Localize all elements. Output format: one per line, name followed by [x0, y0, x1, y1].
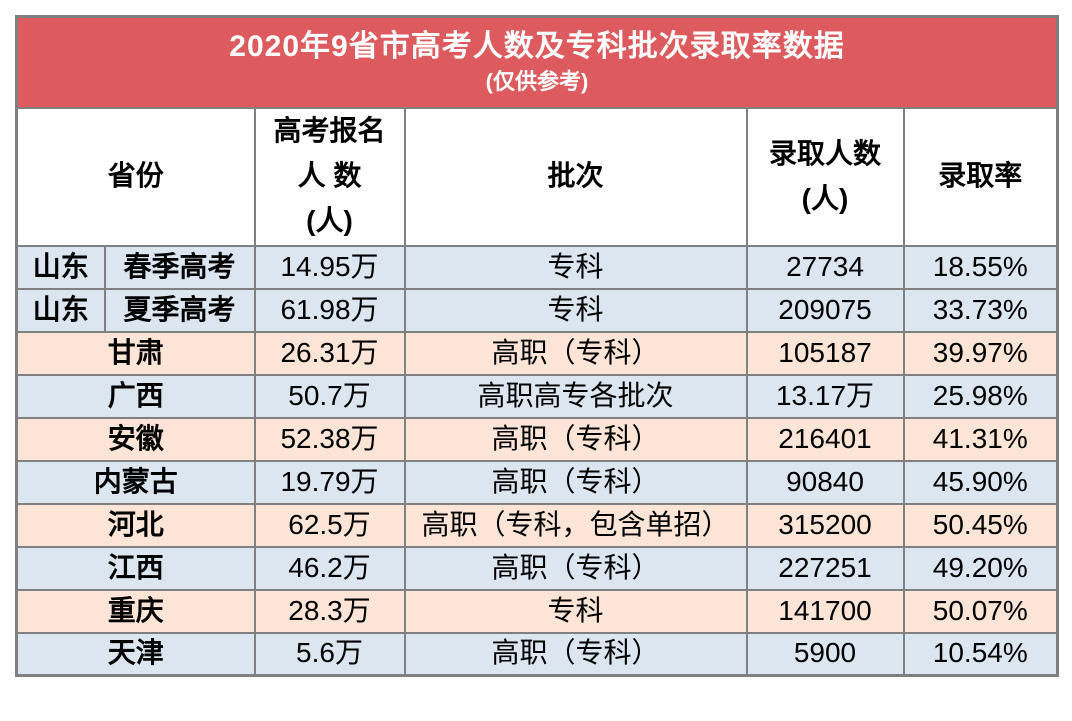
cell-admission-rate: 50.07%: [902, 588, 1059, 634]
cell-admitted-count: 27734: [745, 244, 905, 290]
cell-admitted-count: 209075: [745, 287, 905, 333]
table-row: 广西 50.7万 高职高专各批次 13.17万 25.98%: [15, 373, 1059, 419]
page-title: 2020年9省市高考人数及专科批次录取率数据: [229, 30, 845, 64]
cell-batch: 专科: [403, 244, 748, 290]
page-content: 2020年9省市高考人数及专科批次录取率数据 (仅供参考) 省份 高考报名 人 …: [15, 15, 1059, 677]
cell-registered-count: 28.3万: [253, 588, 406, 634]
cell-province: 广西: [15, 373, 256, 419]
cell-admitted-count: 227251: [745, 545, 905, 591]
cell-admission-rate: 33.73%: [902, 287, 1059, 333]
cell-province: 重庆: [15, 588, 256, 634]
cell-admission-rate: 10.54%: [902, 631, 1059, 677]
table-header-row: 省份 高考报名 人 数 (人) 批次 录取人数 (人) 录取率: [15, 106, 1059, 247]
cell-admission-rate: 25.98%: [902, 373, 1059, 419]
cell-province-sub: 夏季高考: [103, 287, 256, 333]
cell-admitted-count: 216401: [745, 416, 905, 462]
table-row: 山东 夏季高考 61.98万 专科 209075 33.73%: [15, 287, 1059, 333]
cell-province: 内蒙古: [15, 459, 256, 505]
cell-registered-count: 61.98万: [253, 287, 406, 333]
cell-batch: 高职（专科）: [403, 459, 748, 505]
cell-registered-count: 5.6万: [253, 631, 406, 677]
cell-admitted-count: 5900: [745, 631, 905, 677]
cell-admitted-count: 105187: [745, 330, 905, 376]
cell-province: 山东: [15, 287, 106, 333]
cell-province: 甘肃: [15, 330, 256, 376]
gaokao-admission-table: 2020年9省市高考人数及专科批次录取率数据 (仅供参考) 省份 高考报名 人 …: [15, 15, 1059, 677]
cell-admitted-count: 141700: [745, 588, 905, 634]
cell-registered-count: 14.95万: [253, 244, 406, 290]
cell-province: 安徽: [15, 416, 256, 462]
cell-province: 天津: [15, 631, 256, 677]
column-header-admitted: 录取人数 (人): [745, 106, 905, 247]
cell-admitted-count: 90840: [745, 459, 905, 505]
table-row: 重庆 28.3万 专科 141700 50.07%: [15, 588, 1059, 634]
cell-registered-count: 26.31万: [253, 330, 406, 376]
cell-province-sub: 春季高考: [103, 244, 256, 290]
cell-admission-rate: 41.31%: [902, 416, 1059, 462]
cell-batch: 专科: [403, 588, 748, 634]
cell-registered-count: 50.7万: [253, 373, 406, 419]
table-title-banner: 2020年9省市高考人数及专科批次录取率数据 (仅供参考): [15, 15, 1059, 109]
cell-batch: 高职（专科，包含单招）: [403, 502, 748, 548]
cell-province: 山东: [15, 244, 106, 290]
table-row: 江西 46.2万 高职（专科） 227251 49.20%: [15, 545, 1059, 591]
banner-row: 2020年9省市高考人数及专科批次录取率数据 (仅供参考): [15, 15, 1059, 109]
table-row: 内蒙古 19.79万 高职（专科） 90840 45.90%: [15, 459, 1059, 505]
cell-batch: 高职（专科）: [403, 631, 748, 677]
table-row: 甘肃 26.31万 高职（专科） 105187 39.97%: [15, 330, 1059, 376]
cell-admission-rate: 18.55%: [902, 244, 1059, 290]
cell-admission-rate: 45.90%: [902, 459, 1059, 505]
cell-admission-rate: 50.45%: [902, 502, 1059, 548]
page-subtitle: (仅供参考): [485, 69, 589, 95]
table-row: 天津 5.6万 高职（专科） 5900 10.54%: [15, 631, 1059, 677]
cell-admission-rate: 49.20%: [902, 545, 1059, 591]
cell-batch: 高职（专科）: [403, 545, 748, 591]
column-header-registered-line2: 人 数: [297, 160, 362, 192]
cell-registered-count: 46.2万: [253, 545, 406, 591]
column-header-batch: 批次: [403, 106, 748, 247]
column-header-registered-line1: 高考报名: [273, 115, 386, 147]
column-header-registered: 高考报名 人 数 (人): [253, 106, 406, 247]
column-header-province: 省份: [15, 106, 256, 247]
cell-admitted-count: 315200: [745, 502, 905, 548]
column-header-registered-line3: (人): [306, 204, 353, 236]
cell-batch: 高职（专科）: [403, 416, 748, 462]
cell-registered-count: 62.5万: [253, 502, 406, 548]
column-header-rate: 录取率: [902, 106, 1059, 247]
cell-province: 江西: [15, 545, 256, 591]
cell-admitted-count: 13.17万: [745, 373, 905, 419]
cell-admission-rate: 39.97%: [902, 330, 1059, 376]
table-row: 山东 春季高考 14.95万 专科 27734 18.55%: [15, 244, 1059, 290]
table-body: 山东 春季高考 14.95万 专科 27734 18.55% 山东 夏季高考 61.98万 专科 2…: [15, 244, 1059, 677]
cell-batch: 高职高专各批次: [403, 373, 748, 419]
table-row: 河北 62.5万 高职（专科，包含单招） 315200 50.45%: [15, 502, 1059, 548]
cell-province: 河北: [15, 502, 256, 548]
table-row: 安徽 52.38万 高职（专科） 216401 41.31%: [15, 416, 1059, 462]
column-header-admitted-line2: (人): [801, 182, 849, 214]
column-header-admitted-line1: 录取人数: [768, 137, 881, 169]
cell-registered-count: 52.38万: [253, 416, 406, 462]
cell-batch: 高职（专科）: [403, 330, 748, 376]
banner-content: 2020年9省市高考人数及专科批次录取率数据 (仅供参考): [19, 19, 1056, 106]
cell-batch: 专科: [403, 287, 748, 333]
cell-registered-count: 19.79万: [253, 459, 406, 505]
